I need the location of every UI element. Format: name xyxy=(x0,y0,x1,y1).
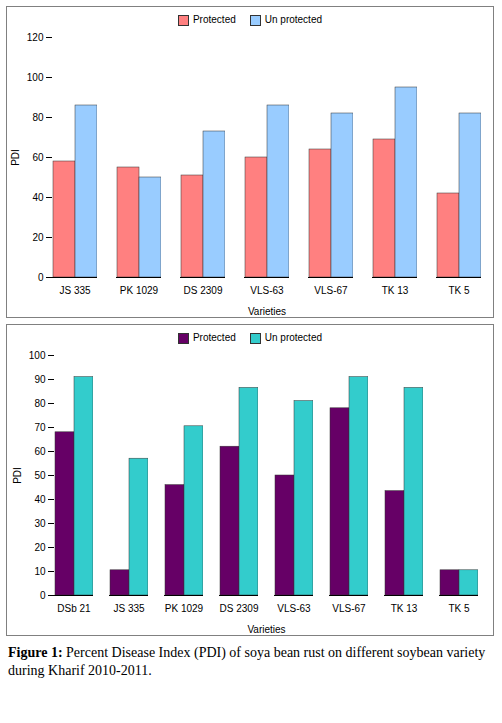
svg-text:60: 60 xyxy=(34,446,46,457)
svg-text:100: 100 xyxy=(27,72,44,83)
svg-text:30: 30 xyxy=(34,518,46,529)
svg-text:Varieties: Varieties xyxy=(247,624,285,635)
html-text:Un protected: Un protected xyxy=(264,14,322,26)
svg-text:20: 20 xyxy=(34,542,46,553)
svg-text:80: 80 xyxy=(32,112,44,123)
svg-text:DS 2309: DS 2309 xyxy=(220,603,259,614)
svg-text:20: 20 xyxy=(32,232,44,243)
svg-text:PDI: PDI xyxy=(12,467,23,484)
svg-text:TK 5: TK 5 xyxy=(448,603,470,614)
svg-text:40: 40 xyxy=(34,494,46,505)
svg-text:JS 335: JS 335 xyxy=(113,603,145,614)
svg-text:90: 90 xyxy=(34,374,46,385)
html-text:Protected: Protected xyxy=(193,332,236,344)
html-text:Figure 1: Percent Disease Inde: Figure 1: Percent Disease Index (PDI) of… xyxy=(8,645,486,679)
svg-text:VLS-63: VLS-63 xyxy=(277,603,311,614)
svg-text:DS 2309: DS 2309 xyxy=(184,285,223,296)
html-text:Protected: Protected xyxy=(193,14,236,26)
svg-text:120: 120 xyxy=(27,32,44,43)
svg-text:JS 335: JS 335 xyxy=(59,285,91,296)
svg-text:VLS-63: VLS-63 xyxy=(250,285,284,296)
svg-text:80: 80 xyxy=(34,398,46,409)
svg-text:0: 0 xyxy=(40,590,46,601)
html-text:Un protected: Un protected xyxy=(264,332,322,344)
svg-text:40: 40 xyxy=(32,192,44,203)
svg-text:100: 100 xyxy=(29,350,46,361)
svg-text:70: 70 xyxy=(34,422,46,433)
svg-text:VLS-67: VLS-67 xyxy=(314,285,348,296)
svg-text:PDI: PDI xyxy=(10,149,21,166)
svg-text:10: 10 xyxy=(34,566,46,577)
svg-text:DSb 21: DSb 21 xyxy=(57,603,91,614)
svg-text:PK 1029: PK 1029 xyxy=(165,603,204,614)
svg-text:TK 5: TK 5 xyxy=(448,285,470,296)
svg-text:VLS-67: VLS-67 xyxy=(332,603,366,614)
svg-text:Varieties: Varieties xyxy=(248,306,286,317)
svg-text:TK 13: TK 13 xyxy=(391,603,418,614)
svg-text:PK 1029: PK 1029 xyxy=(120,285,159,296)
svg-text:50: 50 xyxy=(34,470,46,481)
svg-text:60: 60 xyxy=(32,152,44,163)
svg-text:TK 13: TK 13 xyxy=(382,285,409,296)
svg-text:0: 0 xyxy=(38,272,44,283)
